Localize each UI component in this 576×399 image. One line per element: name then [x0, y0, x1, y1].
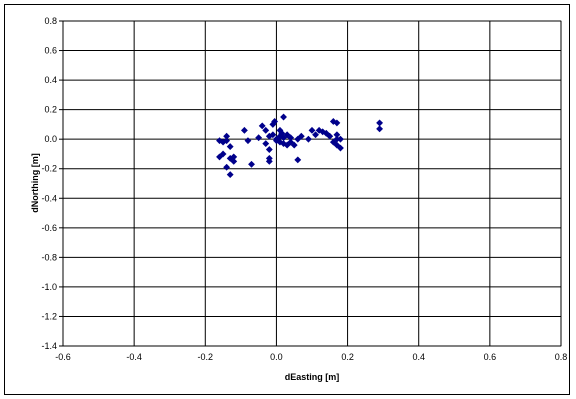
- y-axis-ticks: 0.8 0.6 0.4 0.2 0.0 -0.2 -0.4 -0.6 -0.8 -1.0 -1.2 -…: [41, 16, 63, 351]
- data-point: [308, 126, 316, 134]
- data-point: [216, 153, 223, 161]
- x-tick-label: -0.2: [198, 352, 214, 362]
- data-point: [271, 118, 279, 125]
- data-point: [337, 144, 344, 152]
- y-tick-label: 0.0: [44, 134, 57, 144]
- data-point: [280, 113, 287, 121]
- data-point: [265, 146, 273, 153]
- data-point: [297, 132, 305, 140]
- data-point: [326, 132, 334, 140]
- data-point: [223, 163, 231, 171]
- x-tick-label: 0.2: [341, 352, 354, 362]
- data-point: [258, 122, 266, 130]
- y-tick-label: 0.8: [44, 16, 57, 26]
- data-point: [322, 129, 330, 137]
- data-point: [223, 137, 231, 145]
- data-point: [337, 135, 344, 143]
- data-point: [333, 141, 341, 149]
- y-tick-label: 0.4: [44, 75, 57, 85]
- data-points: [216, 113, 384, 179]
- x-axis-ticks: -0.6 -0.4 -0.2 0.0 0.2 0.4 0.6 0.8: [55, 352, 567, 362]
- data-point: [219, 150, 227, 158]
- data-point: [333, 119, 341, 127]
- x-tick-label: -0.4: [126, 352, 142, 362]
- y-tick-label: -1.0: [41, 282, 57, 292]
- plot-area: [62, 20, 562, 347]
- data-point: [305, 135, 312, 143]
- data-point: [312, 131, 319, 139]
- y-tick-label: 0.6: [44, 46, 57, 56]
- y-tick-label: -0.8: [41, 252, 57, 262]
- data-point: [283, 131, 291, 139]
- x-tick-label: 0.8: [555, 352, 568, 362]
- data-point: [262, 140, 270, 148]
- data-point: [240, 126, 248, 134]
- data-point: [294, 156, 302, 164]
- data-point: [226, 171, 234, 179]
- data-point: [248, 160, 255, 168]
- data-point: [269, 131, 277, 139]
- data-point: [230, 153, 238, 161]
- data-point: [376, 125, 384, 133]
- data-point: [283, 141, 291, 149]
- data-point: [278, 129, 286, 137]
- y-tick-label: -0.6: [41, 223, 57, 233]
- data-point: [244, 137, 252, 145]
- data-point: [290, 141, 298, 149]
- y-axis-title: dNorthing [m]: [30, 153, 40, 212]
- scatter-chart: -0.6 -0.4 -0.2 0.0 0.2 0.4 0.6 0.8 0.8 0.6 0.4 0.2…: [30, 16, 567, 382]
- y-tick-label: 0.2: [44, 105, 57, 115]
- grid-lines: [62, 20, 562, 347]
- y-tick-label: -0.4: [41, 193, 57, 203]
- y-tick-label: -1.2: [41, 311, 57, 321]
- x-axis-title: dEasting [m]: [285, 372, 340, 382]
- x-tick-label: 0.4: [412, 352, 425, 362]
- data-point: [262, 126, 270, 134]
- y-tick-label: -0.2: [41, 164, 57, 174]
- chart-frame: -0.6 -0.4 -0.2 0.0 0.2 0.4 0.6 0.8 0.8 0.6 0.4 0.2…: [4, 4, 570, 395]
- x-tick-label: -0.6: [55, 352, 71, 362]
- data-point: [226, 143, 234, 150]
- y-tick-label: -1.4: [41, 341, 57, 351]
- data-point: [230, 157, 238, 165]
- data-point: [329, 138, 337, 146]
- x-tick-label: 0.0: [270, 352, 283, 362]
- data-point: [294, 135, 302, 143]
- x-tick-label: 0.6: [484, 352, 497, 362]
- data-point: [255, 134, 263, 142]
- data-point: [265, 157, 273, 165]
- data-point: [287, 138, 295, 146]
